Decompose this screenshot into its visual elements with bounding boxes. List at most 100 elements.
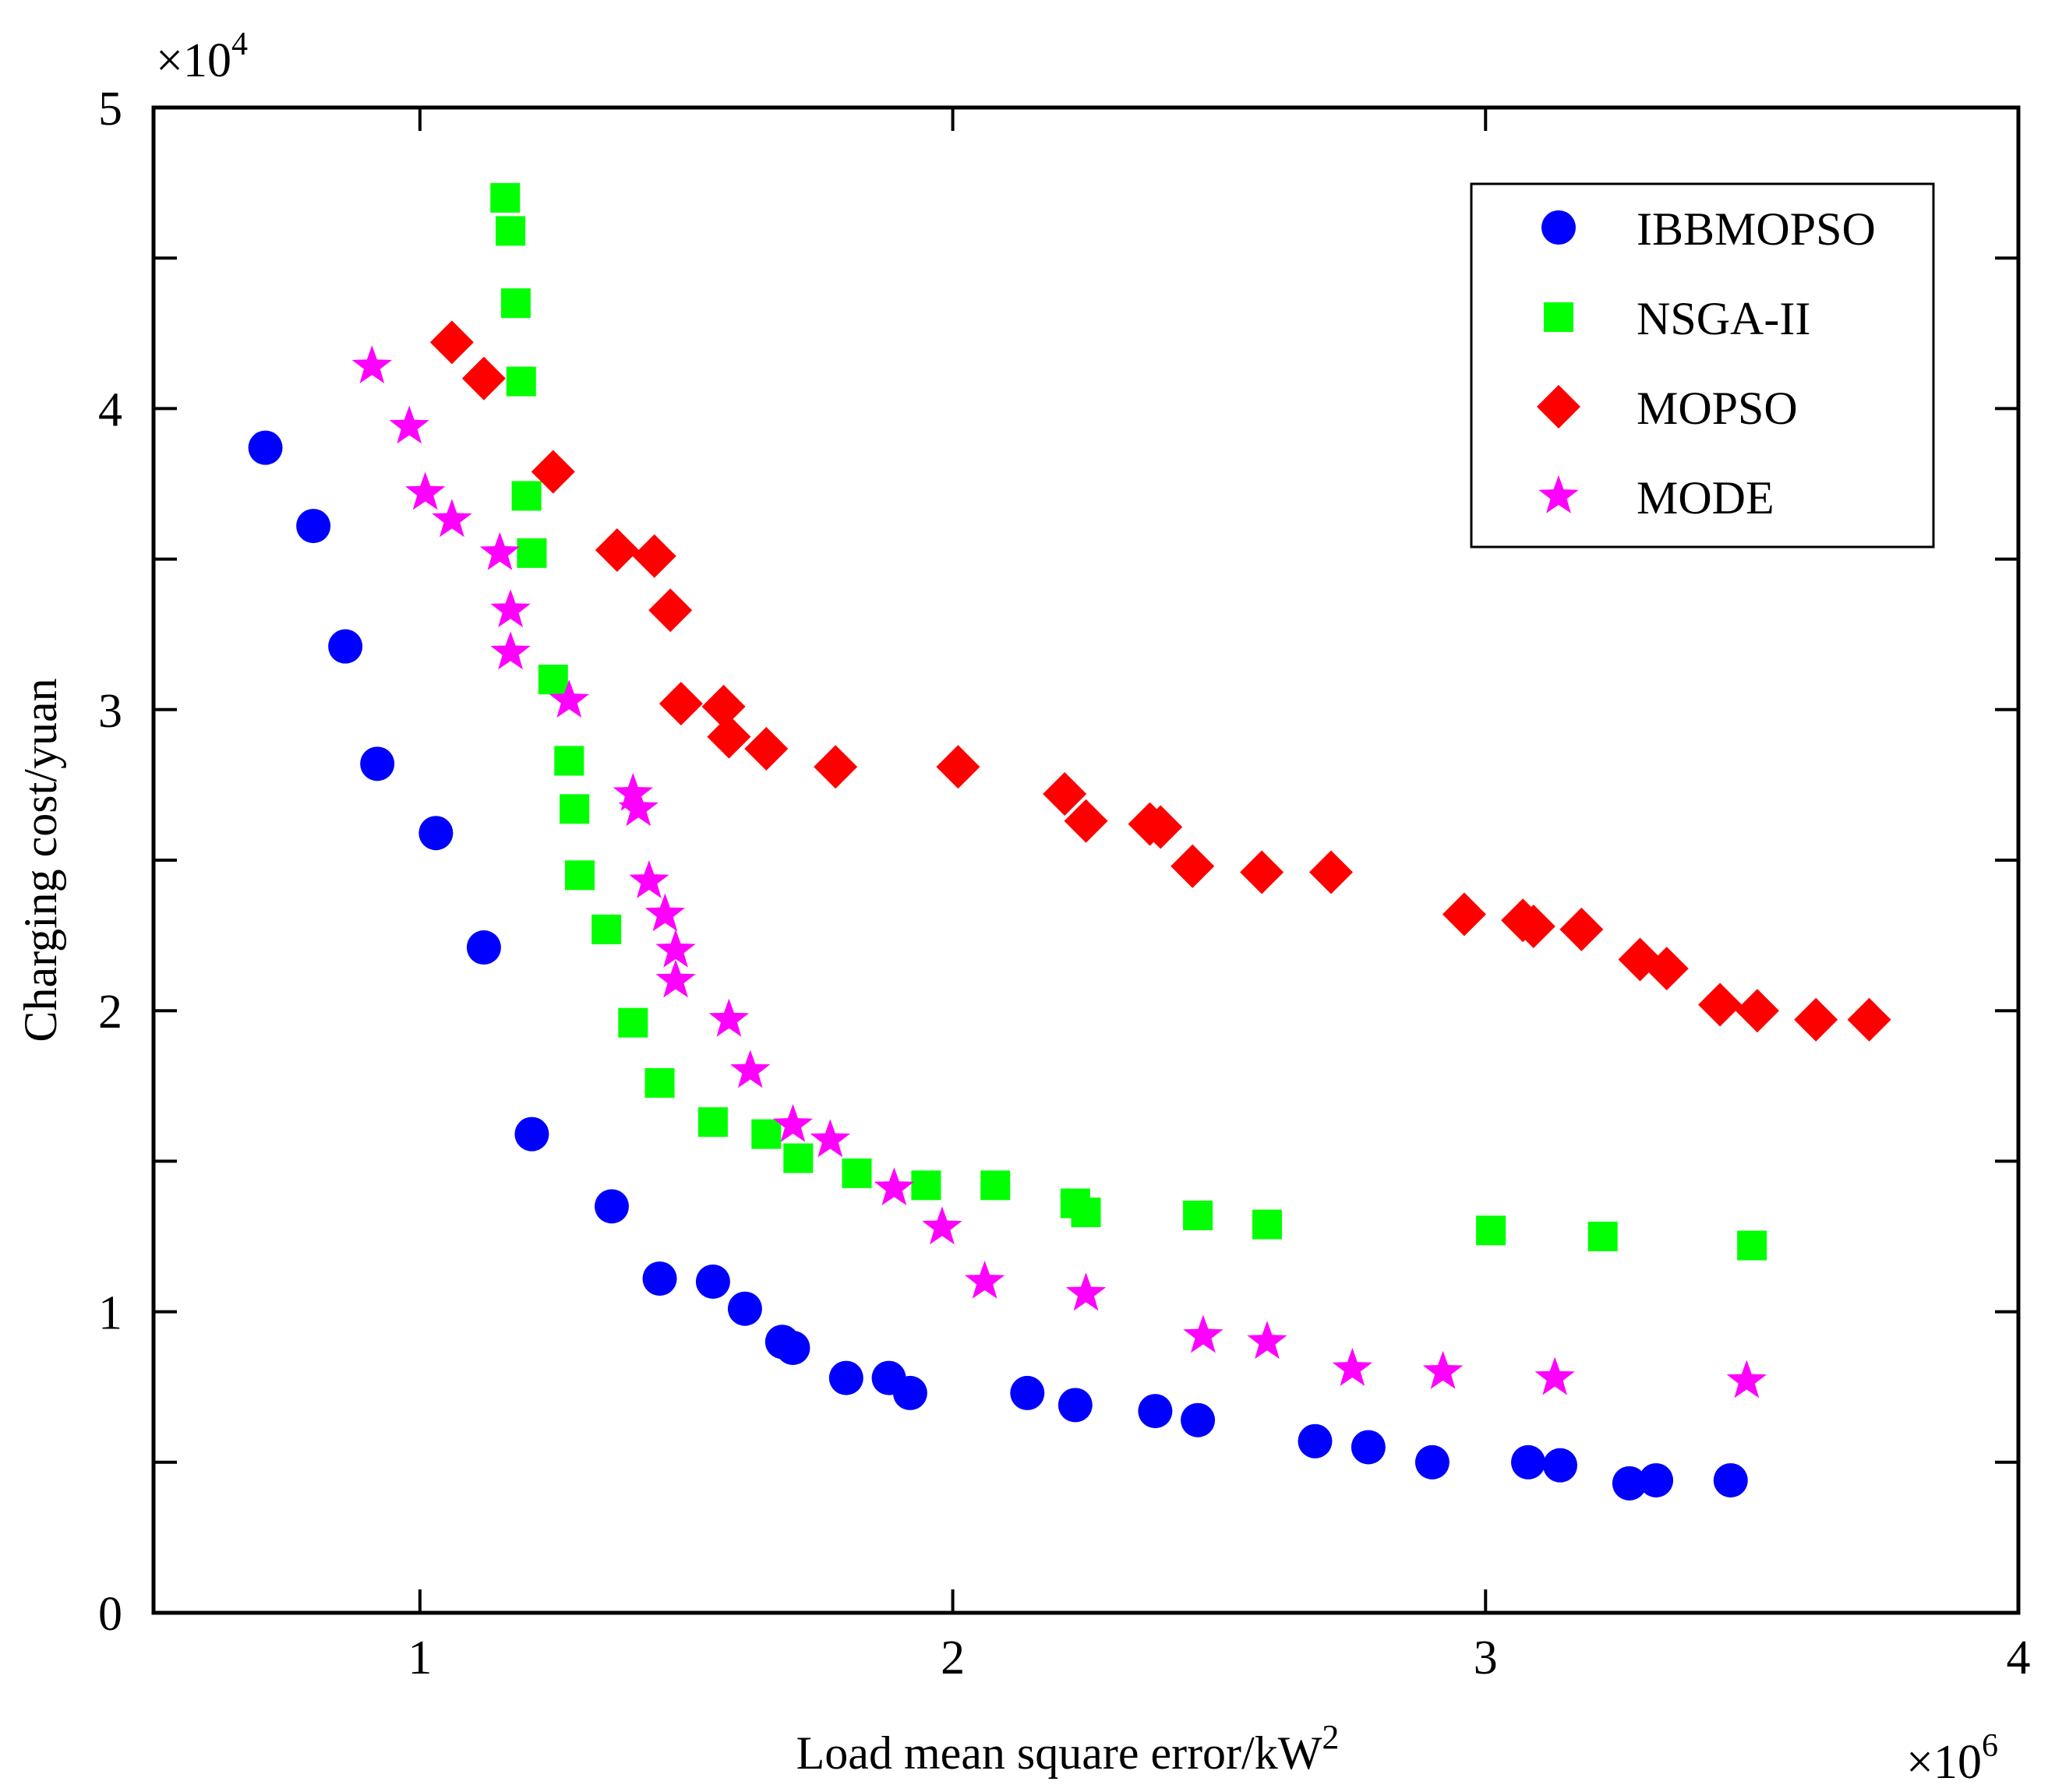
data-point-mopso bbox=[1511, 905, 1555, 949]
data-point-mode bbox=[490, 589, 531, 628]
data-point-nsga-ii bbox=[1183, 1200, 1213, 1230]
series-mode bbox=[351, 345, 1767, 1399]
data-point-nsga-ii bbox=[980, 1170, 1011, 1201]
data-point-nsga-ii bbox=[560, 794, 590, 824]
data-point-mode bbox=[351, 345, 392, 384]
series-ibbmopso bbox=[248, 430, 1748, 1501]
legend-items: IBBMOPSO NSGA-II MOPSO MODE bbox=[1537, 203, 1876, 524]
data-point-mopso bbox=[1847, 997, 1891, 1042]
data-point-nsga-ii bbox=[490, 182, 521, 213]
data-point-ibbmopso bbox=[1713, 1462, 1748, 1497]
data-point-mopso bbox=[1644, 947, 1689, 991]
data-point-mode bbox=[874, 1167, 914, 1205]
data-point-ibbmopso bbox=[775, 1330, 810, 1365]
data-point-ibbmopso bbox=[828, 1360, 863, 1395]
data-point-ibbmopso bbox=[594, 1189, 629, 1224]
data-point-mopso bbox=[1309, 850, 1354, 894]
legend-marker-nsga-ii bbox=[1544, 302, 1573, 332]
data-point-ibbmopso bbox=[1543, 1448, 1578, 1483]
data-point-nsga-ii bbox=[697, 1107, 728, 1138]
data-point-ibbmopso bbox=[695, 1264, 730, 1299]
data-point-ibbmopso bbox=[418, 816, 454, 851]
data-point-mode bbox=[490, 631, 531, 670]
data-point-ibbmopso bbox=[1414, 1445, 1449, 1480]
data-point-mopso bbox=[531, 450, 575, 494]
data-point-mopso bbox=[936, 745, 980, 789]
y-multiplier: ×104 bbox=[156, 26, 248, 87]
data-point-ibbmopso bbox=[1010, 1375, 1045, 1410]
data-point-mode bbox=[389, 405, 429, 444]
data-point-mopso bbox=[1735, 989, 1779, 1033]
data-point-ibbmopso bbox=[296, 509, 331, 544]
data-point-mode bbox=[618, 788, 659, 827]
data-point-nsga-ii bbox=[1071, 1198, 1101, 1228]
x-tick-label: 2 bbox=[941, 1631, 965, 1684]
data-series bbox=[248, 182, 1891, 1501]
y-tick-label: 5 bbox=[98, 83, 122, 136]
data-point-nsga-ii bbox=[506, 366, 536, 397]
data-point-mopso bbox=[659, 682, 703, 726]
x-tick-label: 1 bbox=[408, 1631, 432, 1684]
data-point-mopso bbox=[429, 320, 474, 365]
data-point-nsga-ii bbox=[500, 288, 531, 319]
data-point-mode bbox=[1183, 1314, 1224, 1353]
data-point-mopso bbox=[1794, 997, 1838, 1042]
data-point-nsga-ii bbox=[1737, 1230, 1767, 1261]
data-point-mode bbox=[730, 1049, 771, 1088]
x-axis-label: Load mean square error/kW2 bbox=[796, 1718, 1340, 1779]
legend-label-mopso: MOPSO bbox=[1637, 383, 1798, 434]
data-point-mode bbox=[1247, 1321, 1287, 1360]
data-point-nsga-ii bbox=[751, 1119, 782, 1149]
data-point-mode bbox=[1332, 1348, 1372, 1386]
data-point-ibbmopso bbox=[892, 1375, 927, 1410]
data-point-nsga-ii bbox=[591, 914, 622, 944]
data-point-nsga-ii bbox=[1476, 1215, 1506, 1246]
data-point-nsga-ii bbox=[842, 1158, 872, 1188]
data-point-mopso bbox=[1442, 892, 1486, 937]
data-point-mopso bbox=[701, 684, 746, 728]
data-point-nsga-ii bbox=[1587, 1222, 1618, 1251]
legend-marker-mopso bbox=[1537, 385, 1580, 429]
data-point-mode bbox=[644, 893, 685, 932]
data-point-nsga-ii bbox=[517, 538, 547, 568]
y-tick-label: 2 bbox=[98, 986, 122, 1039]
data-point-mode bbox=[655, 959, 696, 998]
legend-label-mode: MODE bbox=[1637, 472, 1774, 524]
data-point-mode bbox=[479, 531, 521, 570]
legend: IBBMOPSO NSGA-II MOPSO MODE bbox=[1470, 182, 1935, 549]
data-point-mode bbox=[810, 1119, 850, 1158]
data-point-nsga-ii bbox=[644, 1067, 675, 1098]
data-point-mopso bbox=[1043, 771, 1087, 816]
data-point-ibbmopso bbox=[1351, 1430, 1386, 1465]
data-point-ibbmopso bbox=[514, 1116, 549, 1152]
data-point-ibbmopso bbox=[1058, 1388, 1093, 1423]
y-tick-label: 3 bbox=[98, 685, 122, 738]
data-point-mopso bbox=[814, 745, 858, 789]
data-point-mopso bbox=[1559, 907, 1604, 951]
data-point-mode bbox=[432, 499, 472, 538]
axis-tick-labels: 1 2 3 4 0 1 2 3 4 5 bbox=[98, 83, 2031, 1684]
legend-marker-mode bbox=[1538, 475, 1579, 513]
data-point-mode bbox=[772, 1104, 814, 1142]
y-axis-label: Charging cost/yuan bbox=[15, 678, 66, 1042]
data-point-mopso bbox=[632, 534, 676, 578]
data-point-mopso bbox=[1064, 799, 1108, 843]
data-point-mopso bbox=[461, 356, 506, 400]
data-point-mopso bbox=[1171, 844, 1215, 888]
y-tick-label: 4 bbox=[98, 383, 122, 436]
legend-label-ibbmopso: IBBMOPSO bbox=[1637, 203, 1876, 255]
data-point-nsga-ii bbox=[911, 1170, 941, 1201]
data-point-ibbmopso bbox=[1612, 1466, 1647, 1501]
data-point-nsga-ii bbox=[618, 1007, 648, 1038]
data-point-nsga-ii bbox=[564, 860, 595, 891]
data-point-mopso bbox=[1240, 850, 1284, 894]
data-point-ibbmopso bbox=[248, 430, 283, 465]
data-point-mode bbox=[549, 679, 589, 718]
data-point-mode bbox=[1534, 1356, 1575, 1395]
data-point-mode bbox=[964, 1261, 1005, 1299]
data-point-mode bbox=[629, 860, 669, 898]
y-tick-label: 1 bbox=[98, 1287, 122, 1340]
data-point-mopso bbox=[595, 528, 639, 573]
data-point-ibbmopso bbox=[466, 930, 501, 965]
data-point-nsga-ii bbox=[1252, 1209, 1282, 1240]
